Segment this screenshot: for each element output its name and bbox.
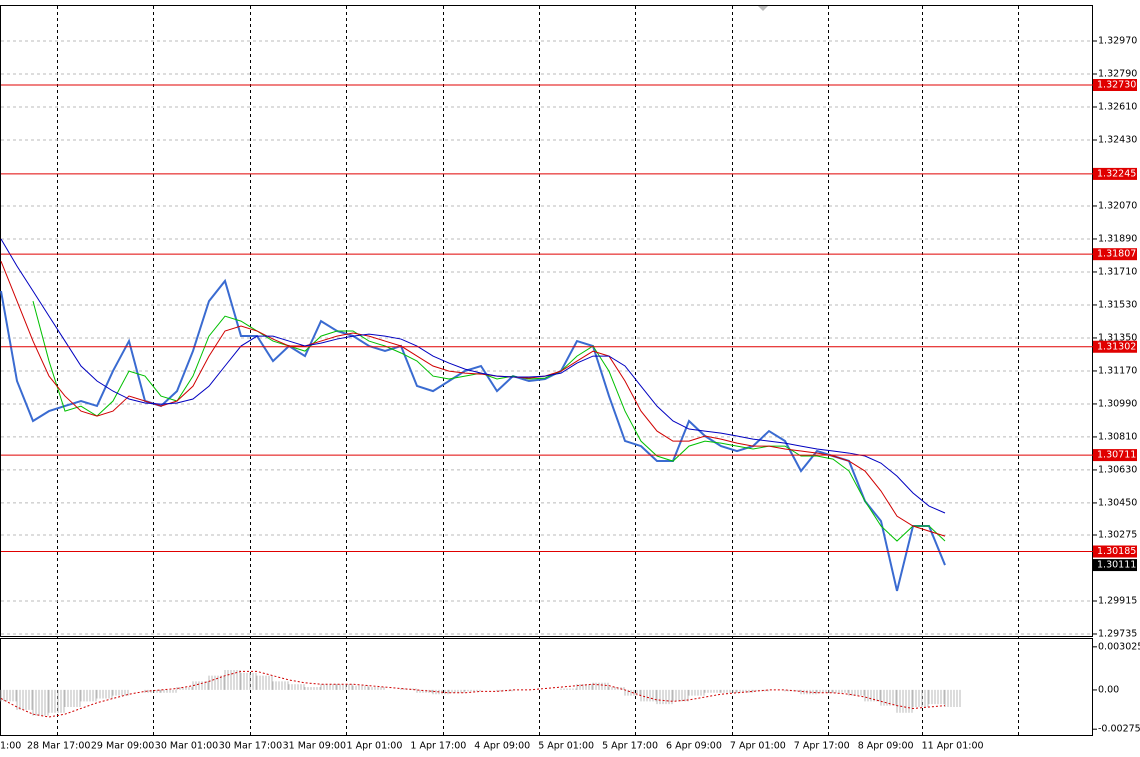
level-tag [1093,167,1137,180]
x-tick-label: 7 Apr 01:00 [730,741,786,752]
x-tick-label: 31 Mar 09:00 [283,741,346,752]
level-tag [1093,248,1137,261]
level-tag [1093,449,1137,462]
x-tick-label: 29 Mar 09:00 [91,741,154,752]
level-tag [1093,545,1137,558]
current-price-label: 1.30111 [1097,560,1136,571]
level-label: 1.31302 [1097,341,1136,352]
y-tick-label: 1.30990 [1098,398,1137,409]
y-tick-label: 1.31170 [1098,365,1137,376]
x-tick-label: 8 Apr 09:00 [858,741,914,752]
level-label: 1.30711 [1097,450,1136,461]
shift-marker [758,6,768,11]
indicator-panel [0,638,1093,736]
y-tick-label: 1.32430 [1098,134,1137,145]
level-label: 1.30185 [1097,546,1136,557]
y-tick-label: 1.32790 [1098,69,1137,80]
moving-average [0,260,946,537]
moving-average [32,300,946,542]
y-tick-label: 1.30630 [1098,464,1137,475]
x-tick-label: 1 Apr 01:00 [347,741,403,752]
x-tick-label: 30 Mar 17:00 [219,741,282,752]
y-tick-label: 1.32970 [1098,36,1137,47]
x-tick-label: 5 Apr 17:00 [602,741,658,752]
x-tick-label: 1:00 [0,741,21,752]
x-tick-label: 30 Mar 01:00 [155,741,218,752]
x-tick-label: 28 Mar 17:00 [27,741,90,752]
moving-average [0,238,946,514]
price-line [0,278,946,592]
level-label: 1.31807 [1097,249,1136,260]
level-tag [1093,340,1137,353]
y-tick-label: 1.29915 [1098,595,1137,606]
y-tick-label: 1.30810 [1098,431,1137,442]
level-label: 1.32730 [1097,80,1136,91]
x-tick-label: 4 Apr 09:00 [474,741,530,752]
current-price-tag [1093,559,1137,572]
y-tick-label: 1.32610 [1098,101,1137,112]
time-grid [57,6,1019,735]
level-label: 1.32245 [1097,168,1136,179]
y-tick-label: 0.003025 [1098,641,1140,652]
y-tick-label: 1.30275 [1098,530,1137,541]
y-tick-label: 1.31530 [1098,299,1137,310]
x-tick-label: 1 Apr 17:00 [410,741,466,752]
y-tick-label: 1.30450 [1098,497,1137,508]
x-tick-label: 7 Apr 17:00 [794,741,850,752]
y-tick-label: 1.31710 [1098,266,1137,277]
x-tick-label: 5 Apr 01:00 [538,741,594,752]
y-tick-label: -0.002756 [1098,724,1140,735]
y-tick-label: 1.31350 [1098,332,1137,343]
y-tick-label: 1.29735 [1098,628,1137,639]
main-panel [0,5,1093,637]
signal-line [0,670,946,718]
y-tick-label: 1.32070 [1098,200,1137,211]
x-tick-label: 11 Apr 01:00 [922,741,984,752]
level-tag [1093,79,1137,92]
y-tick-label: 1.31890 [1098,233,1137,244]
y-tick-label: 0.00 [1098,684,1119,695]
x-tick-label: 6 Apr 09:00 [666,741,722,752]
